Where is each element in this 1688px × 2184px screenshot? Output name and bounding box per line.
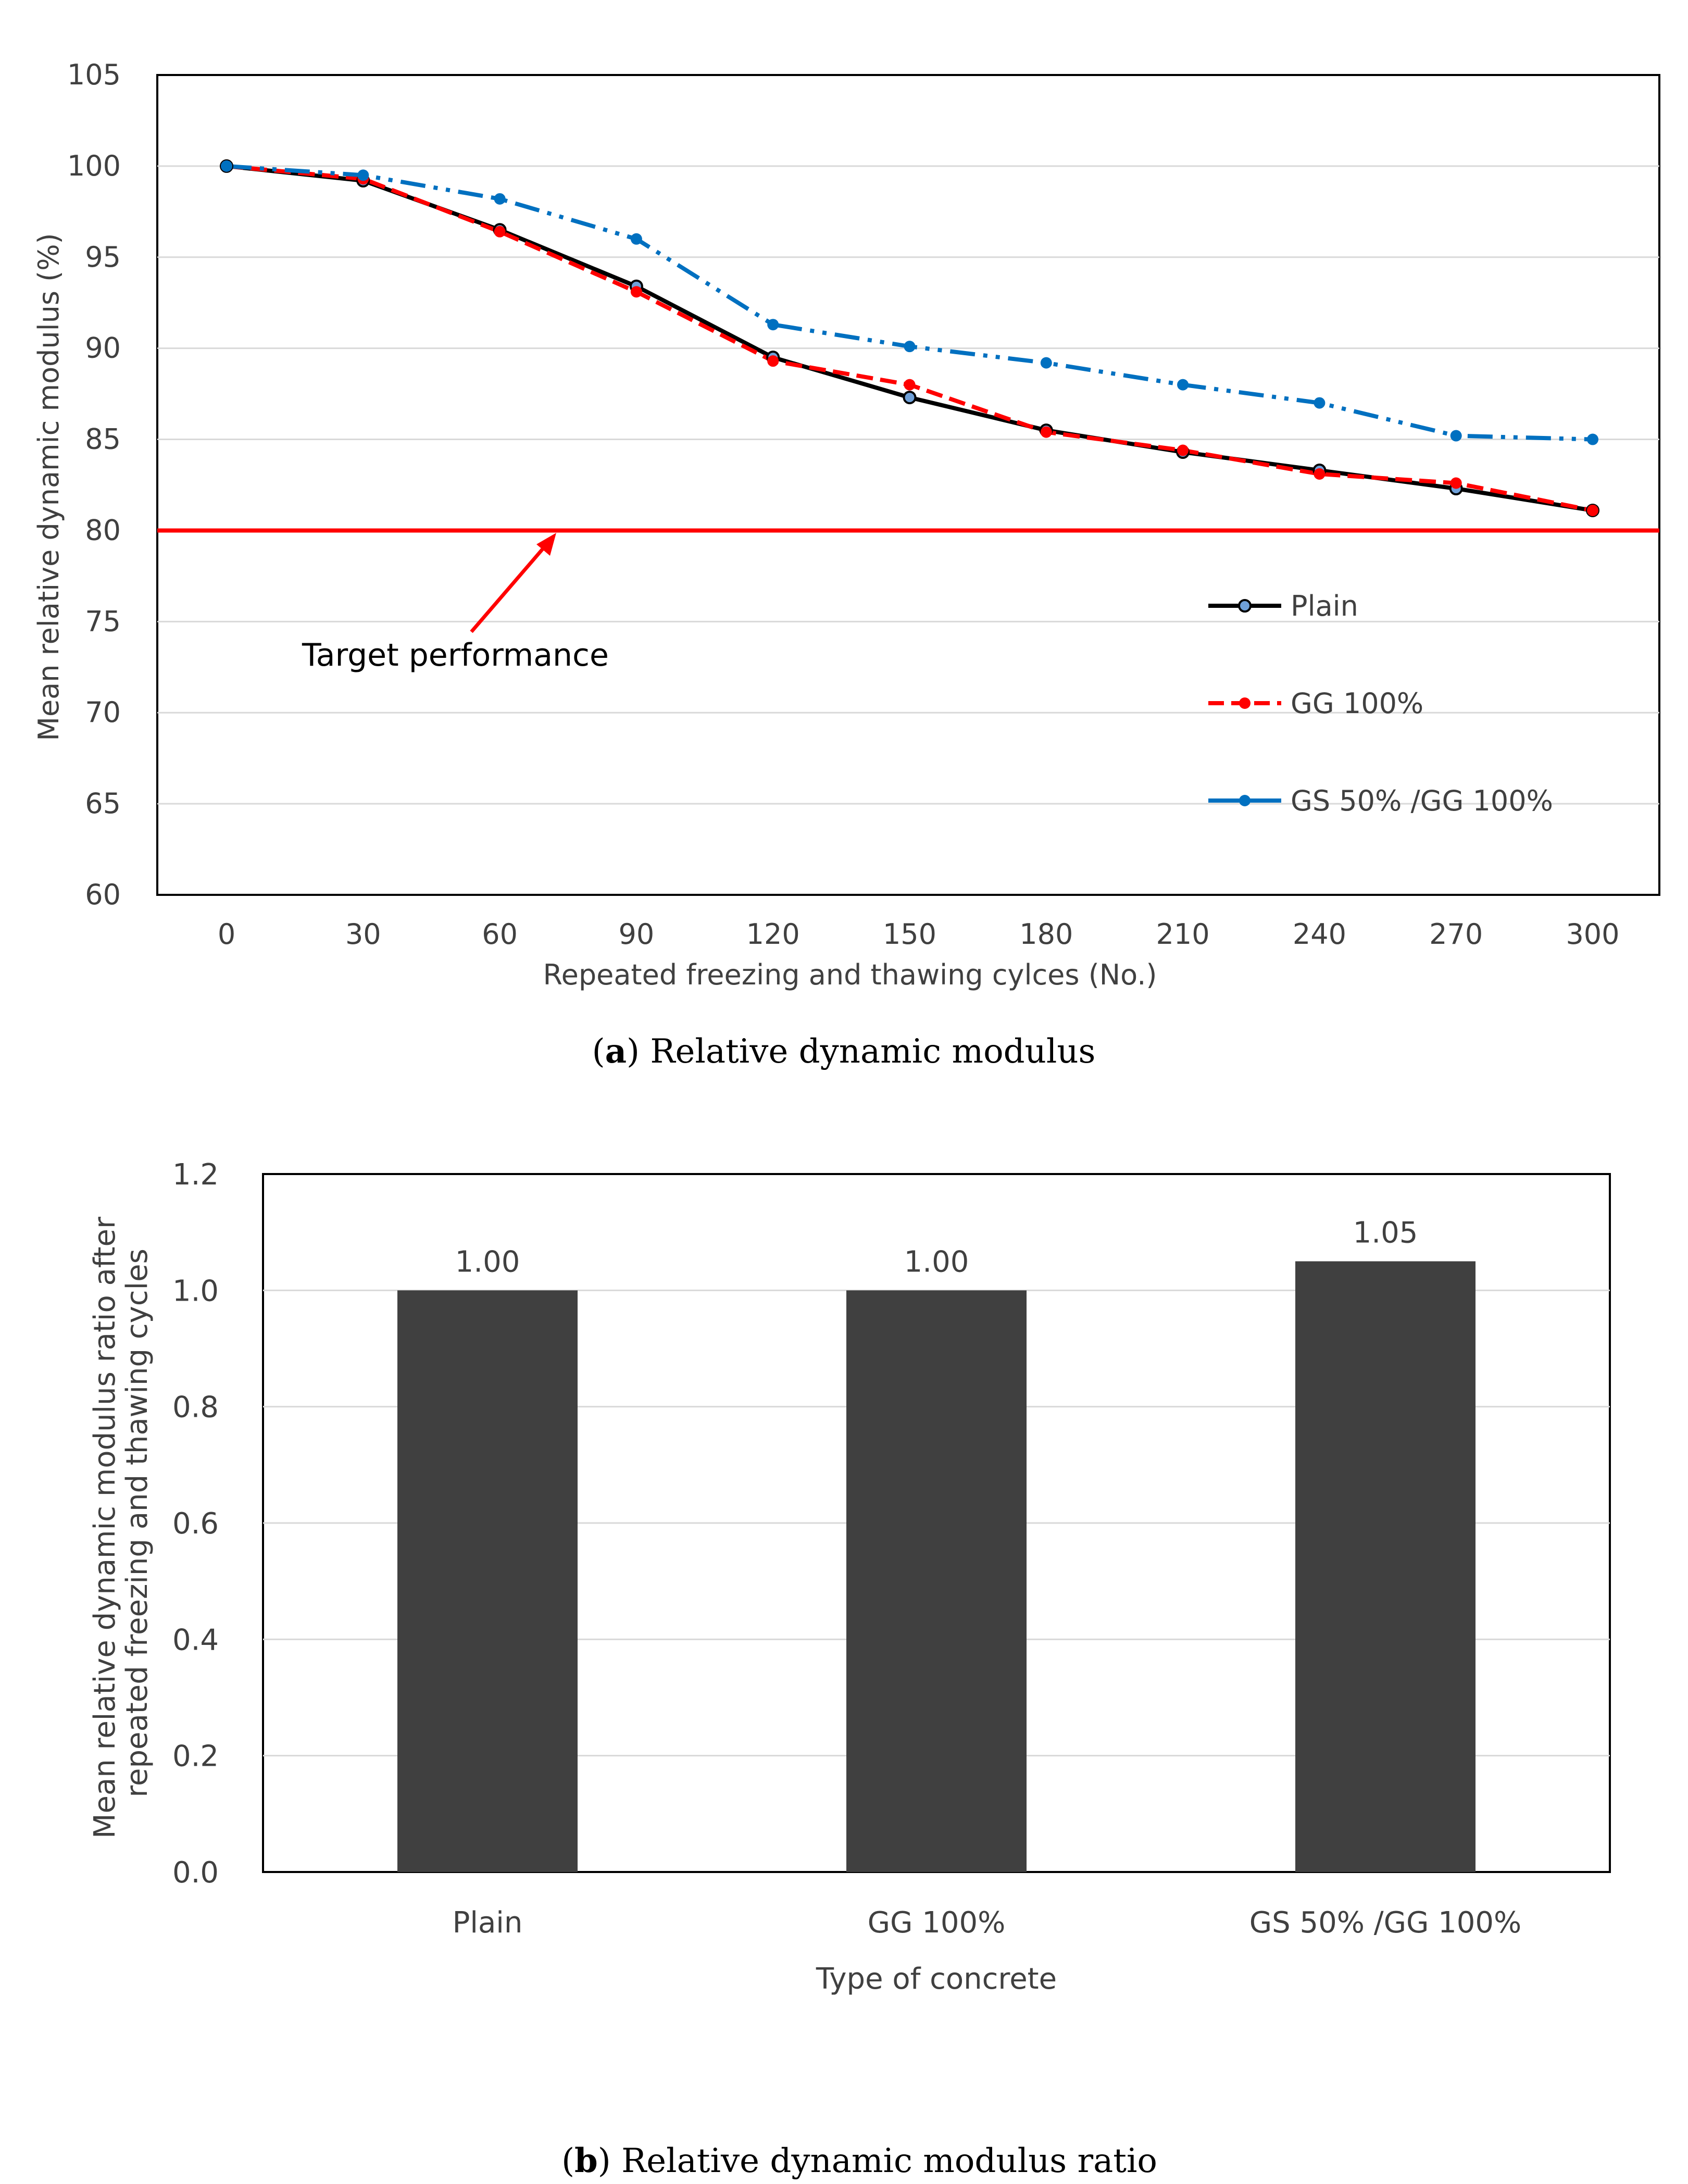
legend-label-plain: Plain <box>1291 590 1358 622</box>
bar-y-axis-label-line2: repeated freezing and thawing cycles <box>120 1249 154 1798</box>
line-x-tick-label: 180 <box>1019 918 1073 951</box>
point-gs-50-gg-100 <box>357 169 369 181</box>
line-y-tick-label: 65 <box>85 787 121 820</box>
bar-y-tick-label: 0.2 <box>172 1740 219 1774</box>
point-gs-50-gg-100 <box>630 233 642 245</box>
point-gg-100 <box>630 286 642 298</box>
bar-y-tick-label: 0.4 <box>172 1623 219 1657</box>
caption-b-text: Relative dynamic modulus ratio <box>611 2142 1157 2180</box>
point-plain <box>903 391 917 405</box>
line-y-axis-label: Mean relative dynamic modulus (%) <box>32 233 65 741</box>
point-gg-100 <box>1314 468 1326 480</box>
legend-marker-plain <box>1238 599 1252 613</box>
line-y-tick-label: 85 <box>85 423 121 456</box>
legend-label-gs50-gg100: GS 50% /GG 100% <box>1291 784 1553 817</box>
point-gg-100 <box>767 355 779 367</box>
line-y-tick-label: 100 <box>67 149 121 182</box>
line-x-tick-label: 240 <box>1293 918 1346 951</box>
point-gs-50-gg-100 <box>1314 397 1326 409</box>
bar-y-tick-label: 0.6 <box>172 1507 219 1541</box>
point-gg-100 <box>904 379 916 391</box>
line-y-tick-label: 90 <box>85 332 121 365</box>
line-plot-area <box>156 74 1660 896</box>
line-x-tick-label: 150 <box>883 918 936 951</box>
line-x-tick-label: 90 <box>619 918 655 951</box>
target-arrow <box>470 536 554 633</box>
line-x-axis-label: Repeated freezing and thawing cylces (No… <box>543 958 1157 991</box>
target-arrow-head <box>536 533 556 556</box>
bar-x-axis-label: Type of concrete <box>816 1962 1057 1996</box>
line-y-tick-label: 70 <box>85 696 121 729</box>
line-y-tick-label: 80 <box>85 514 121 546</box>
point-gg-100 <box>1587 504 1598 516</box>
point-gs-50-gg-100 <box>494 193 506 205</box>
point-gg-100 <box>1450 477 1462 489</box>
bar-data-label: 1.00 <box>455 1245 520 1279</box>
bar-category-label: GG 100% <box>868 1906 1006 1940</box>
caption-a-text: Relative dynamic modulus <box>640 1032 1095 1071</box>
point-gs-50-gg-100 <box>767 319 779 331</box>
line-x-tick-label: 30 <box>345 918 381 951</box>
legend: Plain GG 100% GS 50% /GG 100% <box>1208 590 1553 817</box>
target-annotation: Target performance <box>302 637 609 673</box>
point-gg-100 <box>494 226 506 238</box>
bar-y-axis-label: Mean relative dynamic modulus ratio afte… <box>88 1207 154 1839</box>
legend-marker-gg100 <box>1239 697 1251 709</box>
bar-y-axis-label-line1: Mean relative dynamic modulus ratio afte… <box>88 1216 122 1839</box>
line-x-tick-label: 60 <box>482 918 518 951</box>
point-gs-50-gg-100 <box>1450 430 1462 442</box>
legend-item-gs50-gg100: GS 50% /GG 100% <box>1208 784 1553 817</box>
legend-item-gg100: GG 100% <box>1208 687 1423 720</box>
point-gg-100 <box>1040 426 1052 438</box>
point-gs-50-gg-100 <box>1040 357 1052 369</box>
point-gs-50-gg-100 <box>1587 433 1598 445</box>
line-x-tick-label: 300 <box>1566 918 1619 951</box>
line-chart: 60 65 70 75 80 85 90 95 100 105 0 30 60 90 120 150 180 2… <box>32 58 1660 1071</box>
line-x-tick-label: 0 <box>218 918 235 951</box>
legend-label-gg100: GG 100% <box>1291 687 1423 720</box>
bar-y-tick-label: 1.0 <box>172 1274 219 1308</box>
bar-data-label: 1.05 <box>1353 1216 1418 1250</box>
line-x-tick-label: 270 <box>1429 918 1483 951</box>
legend-marker-gs50-gg100 <box>1239 795 1251 806</box>
point-gg-100 <box>1177 444 1189 456</box>
bar <box>1295 1261 1476 1872</box>
line-x-tick-label: 120 <box>746 918 800 951</box>
caption-b-letter: b <box>574 2141 598 2180</box>
line-y-tick-label: 95 <box>85 241 121 273</box>
bar-y-tick-label: 1.2 <box>172 1158 219 1192</box>
line-y-tick-label: 60 <box>85 878 121 911</box>
point-gs-50-gg-100 <box>904 341 916 353</box>
bar <box>397 1290 578 1872</box>
bar-y-tick-label: 0.0 <box>172 1856 219 1890</box>
line-x-tick-label: 210 <box>1156 918 1210 951</box>
point-gs-50-gg-100 <box>221 160 232 172</box>
bar-y-tick-label: 0.8 <box>172 1391 219 1425</box>
point-gs-50-gg-100 <box>1177 379 1189 391</box>
bar-data-label: 1.00 <box>904 1245 969 1279</box>
line-y-tick-label: 75 <box>85 605 121 638</box>
bar-chart: 0.0 0.2 0.4 0.6 0.8 1.0 1.2 1.00 Plain 1.00 GG 10… <box>88 1158 1611 2180</box>
caption-b: (b) Relative dynamic modulus ratio <box>561 2141 1157 2180</box>
caption-a-letter: a <box>605 1032 627 1071</box>
bar-category-label: Plain <box>453 1906 523 1940</box>
caption-a: (a) Relative dynamic modulus <box>592 1032 1096 1071</box>
line-y-tick-label: 105 <box>67 58 121 91</box>
bar-category-label: GS 50% /GG 100% <box>1249 1906 1522 1940</box>
bar <box>846 1290 1027 1872</box>
legend-item-plain: Plain <box>1208 590 1358 622</box>
